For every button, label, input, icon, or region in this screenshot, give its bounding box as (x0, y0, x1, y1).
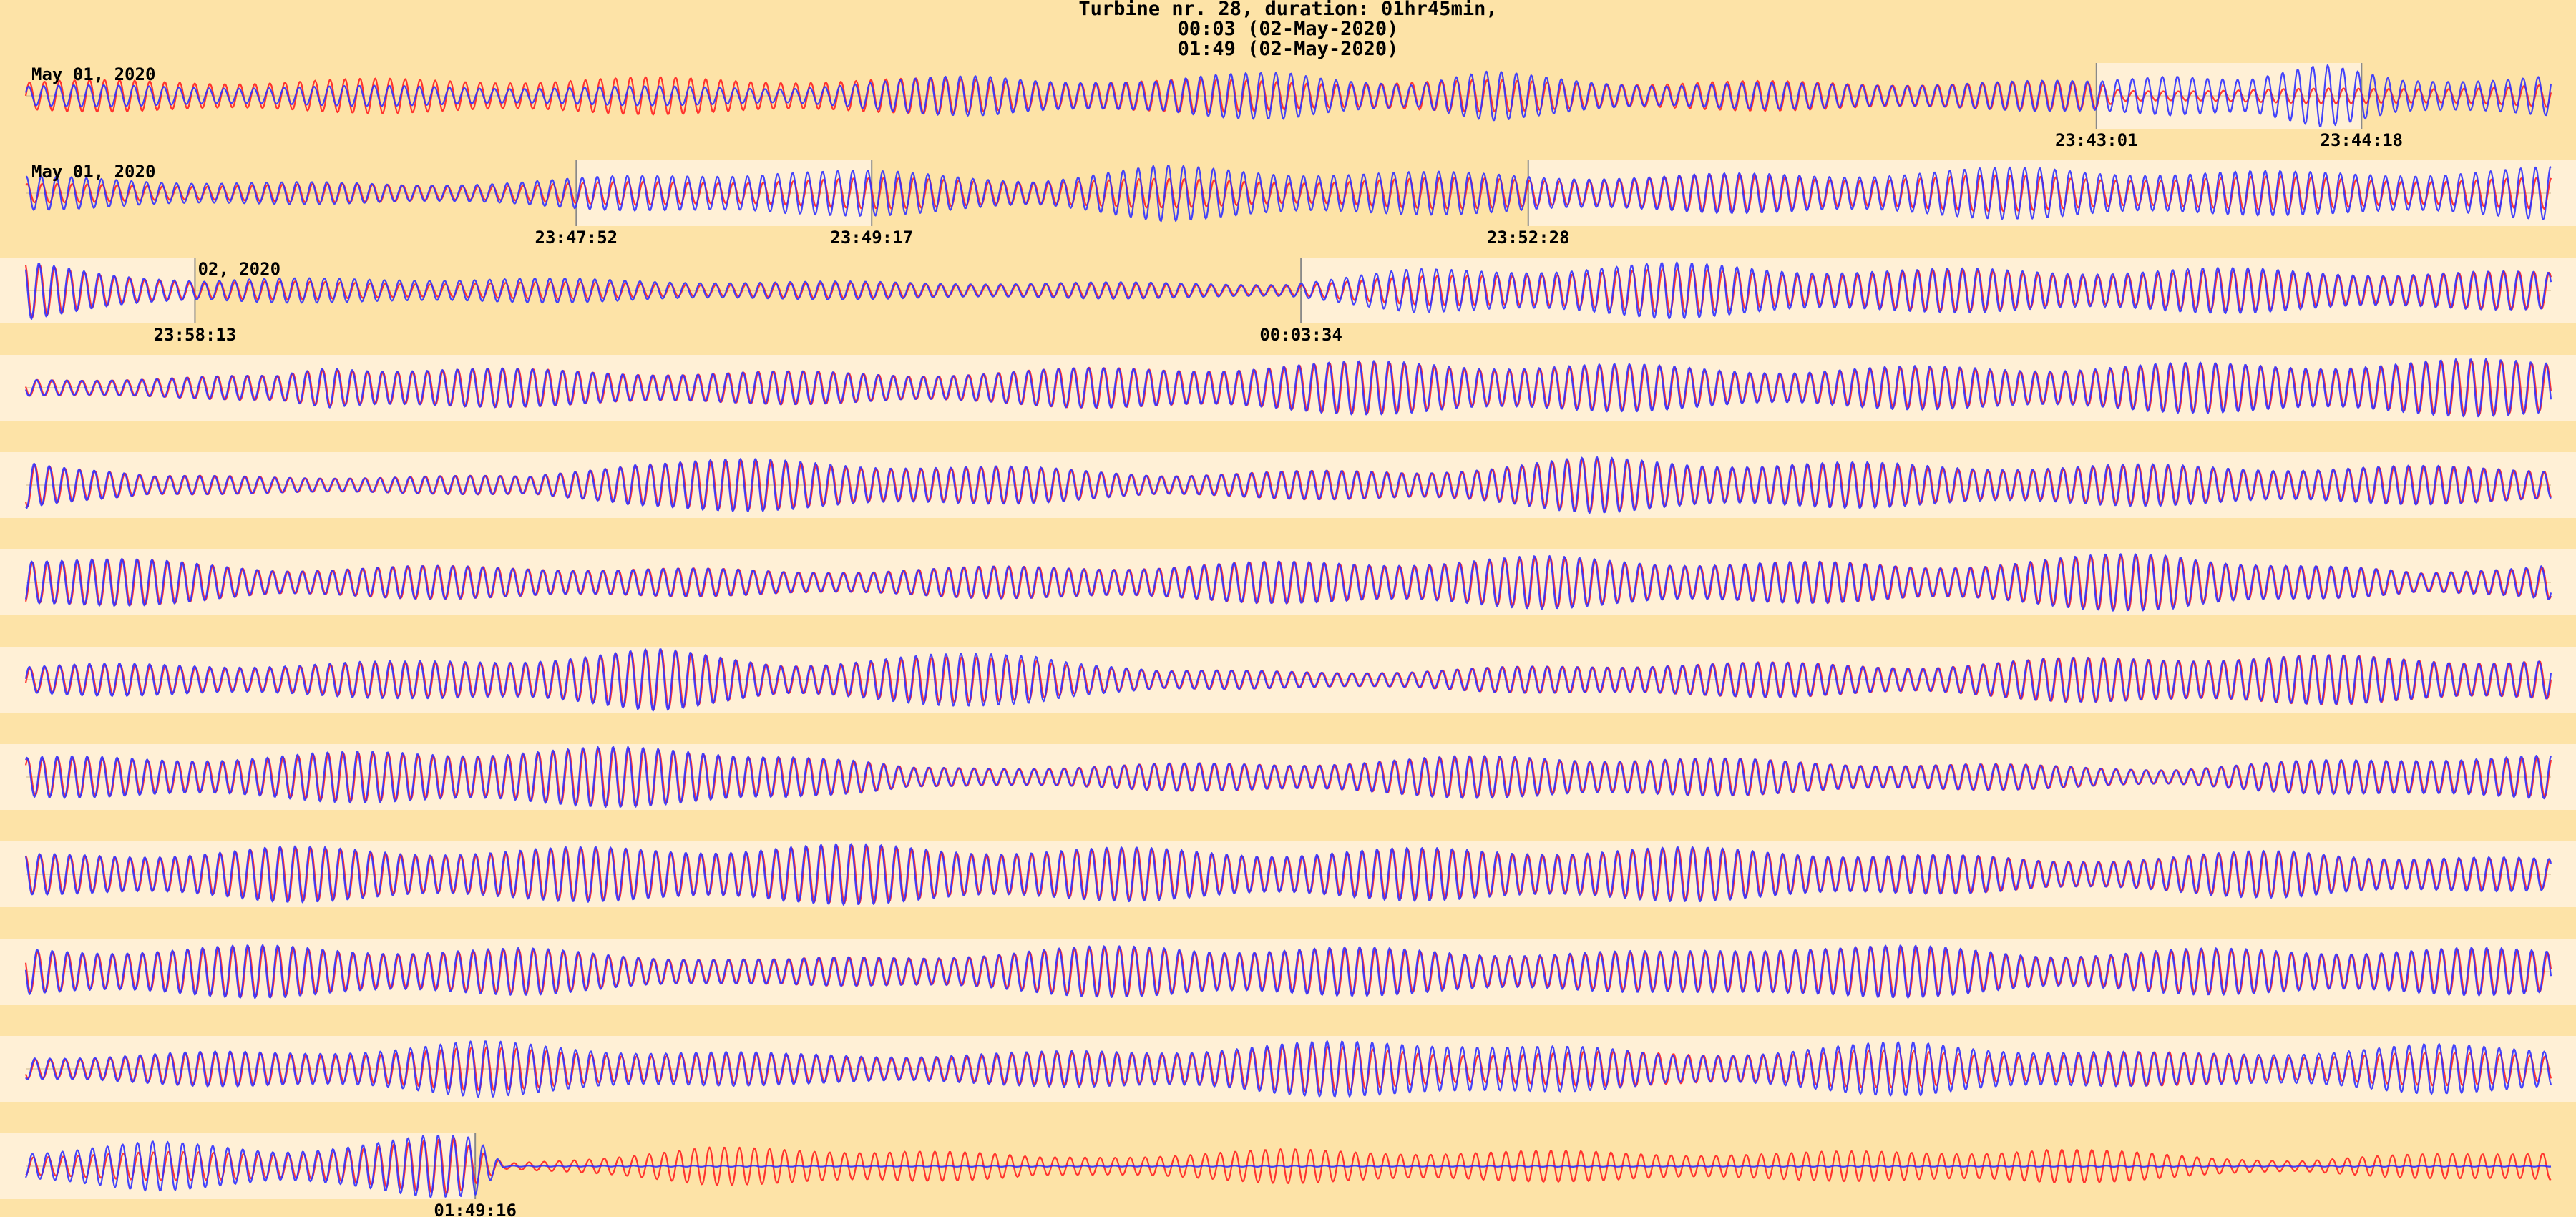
series-b-trace (24, 944, 2552, 999)
segment-timestamp: 00:03:34 (1259, 325, 1342, 345)
row-date-label: May 01, 2020 (31, 64, 155, 84)
strip-row (0, 549, 2576, 615)
strip-row (0, 744, 2576, 810)
strip-row (0, 1036, 2576, 1102)
series-b-trace (24, 261, 2552, 320)
strip-row (0, 452, 2576, 518)
title-line-3: 01:49 (02-May-2020) (1178, 38, 1399, 60)
segment-timestamp: 23:58:13 (154, 325, 237, 345)
segment-timestamp: 23:44:18 (2321, 130, 2404, 150)
series-b-trace (24, 746, 2552, 808)
strip-row (0, 939, 2576, 1005)
strip-row: 01:49:16 (0, 1133, 2552, 1217)
series-a-trace (24, 360, 2552, 416)
row-date-label: 02, 2020 (197, 259, 280, 279)
strip-row: May 01, 2020 23:43:01 23:44:18 (24, 63, 2552, 150)
row-date-label: May 01, 2020 (31, 162, 155, 182)
strip-row: May 01, 2020 23:47:52 23:49:17 23:52:28 (25, 160, 2576, 248)
series-b-trace (24, 358, 2552, 418)
strip-row (0, 841, 2576, 907)
strip-row (0, 647, 2576, 713)
strip-row: 02, 2020 23:58:13 00:03:34 (0, 258, 2576, 345)
series-b-trace (25, 1040, 2552, 1098)
series-b-trace (25, 165, 2552, 223)
series-a-trace (25, 174, 2552, 212)
series-b-trace (24, 553, 2552, 612)
segment-timestamp: 23:52:28 (1487, 228, 1570, 248)
segment-timestamp: 23:47:52 (535, 228, 618, 248)
series-b-trace (24, 1134, 2552, 1198)
series-a-trace (24, 1045, 2552, 1093)
title-line-2: 00:03 (02-May-2020) (1178, 18, 1399, 40)
series-b-trace (24, 648, 2552, 712)
series-b-trace (25, 456, 2552, 514)
segment-timestamp: 23:49:17 (830, 228, 913, 248)
title-line-1: Turbine nr. 28, duration: 01hr45min, (1078, 0, 1497, 20)
segment-timestamp: 01:49:16 (434, 1201, 517, 1217)
series-b-trace (24, 843, 2552, 906)
chart-title: Turbine nr. 28, duration: 01hr45min, 00:… (1078, 0, 1497, 60)
series-b-trace (24, 64, 2552, 127)
segment-timestamp: 23:43:01 (2055, 130, 2138, 150)
strip-row (0, 355, 2576, 421)
